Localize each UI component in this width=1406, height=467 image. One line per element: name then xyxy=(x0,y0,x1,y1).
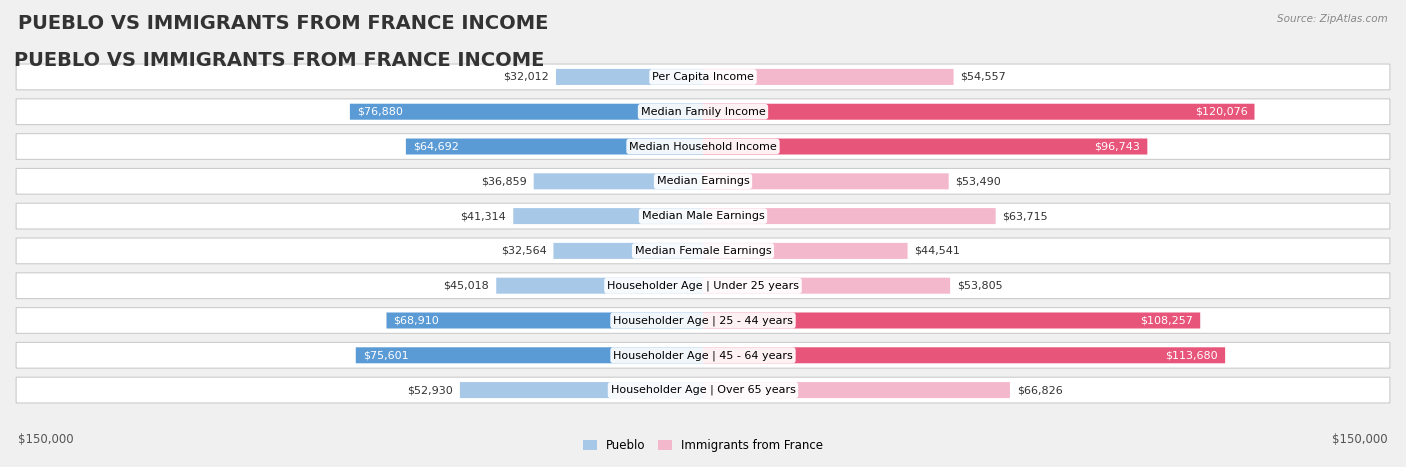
FancyBboxPatch shape xyxy=(356,347,703,363)
FancyBboxPatch shape xyxy=(703,312,1201,328)
Text: Per Capita Income: Per Capita Income xyxy=(652,72,754,82)
FancyBboxPatch shape xyxy=(387,312,703,328)
FancyBboxPatch shape xyxy=(513,208,703,224)
FancyBboxPatch shape xyxy=(703,69,953,85)
Text: $41,314: $41,314 xyxy=(461,211,506,221)
FancyBboxPatch shape xyxy=(703,139,1147,155)
Text: Householder Age | 45 - 64 years: Householder Age | 45 - 64 years xyxy=(613,350,793,361)
Text: $32,012: $32,012 xyxy=(503,72,550,82)
Text: Median Female Earnings: Median Female Earnings xyxy=(634,246,772,256)
Text: $120,076: $120,076 xyxy=(1195,107,1247,117)
Text: $45,018: $45,018 xyxy=(444,281,489,290)
Text: Median Male Earnings: Median Male Earnings xyxy=(641,211,765,221)
Text: Median Household Income: Median Household Income xyxy=(628,142,778,151)
FancyBboxPatch shape xyxy=(703,173,949,189)
FancyBboxPatch shape xyxy=(15,203,1391,229)
Text: Source: ZipAtlas.com: Source: ZipAtlas.com xyxy=(1277,14,1388,24)
FancyBboxPatch shape xyxy=(15,99,1391,125)
Text: $52,930: $52,930 xyxy=(408,385,453,395)
Text: PUEBLO VS IMMIGRANTS FROM FRANCE INCOME: PUEBLO VS IMMIGRANTS FROM FRANCE INCOME xyxy=(14,51,544,70)
FancyBboxPatch shape xyxy=(703,278,950,294)
FancyBboxPatch shape xyxy=(703,382,1010,398)
Text: PUEBLO VS IMMIGRANTS FROM FRANCE INCOME: PUEBLO VS IMMIGRANTS FROM FRANCE INCOME xyxy=(18,14,548,33)
Text: $108,257: $108,257 xyxy=(1140,316,1194,325)
Text: Median Earnings: Median Earnings xyxy=(657,177,749,186)
Text: $63,715: $63,715 xyxy=(1002,211,1047,221)
FancyBboxPatch shape xyxy=(554,243,703,259)
Legend: Pueblo, Immigrants from France: Pueblo, Immigrants from France xyxy=(578,434,828,456)
FancyBboxPatch shape xyxy=(703,208,995,224)
Text: $66,826: $66,826 xyxy=(1017,385,1063,395)
FancyBboxPatch shape xyxy=(350,104,703,120)
Text: $96,743: $96,743 xyxy=(1094,142,1140,151)
Text: $36,859: $36,859 xyxy=(481,177,527,186)
Text: $68,910: $68,910 xyxy=(394,316,439,325)
Text: $44,541: $44,541 xyxy=(914,246,960,256)
FancyBboxPatch shape xyxy=(15,134,1391,159)
Text: $113,680: $113,680 xyxy=(1166,350,1218,360)
FancyBboxPatch shape xyxy=(534,173,703,189)
FancyBboxPatch shape xyxy=(703,243,908,259)
FancyBboxPatch shape xyxy=(15,64,1391,90)
FancyBboxPatch shape xyxy=(15,169,1391,194)
FancyBboxPatch shape xyxy=(15,238,1391,264)
Text: Householder Age | 25 - 44 years: Householder Age | 25 - 44 years xyxy=(613,315,793,326)
Text: $64,692: $64,692 xyxy=(413,142,458,151)
Text: $53,490: $53,490 xyxy=(956,177,1001,186)
FancyBboxPatch shape xyxy=(406,139,703,155)
FancyBboxPatch shape xyxy=(703,104,1254,120)
Text: $150,000: $150,000 xyxy=(18,433,75,446)
Text: Median Family Income: Median Family Income xyxy=(641,107,765,117)
FancyBboxPatch shape xyxy=(15,342,1391,368)
FancyBboxPatch shape xyxy=(15,308,1391,333)
Text: $75,601: $75,601 xyxy=(363,350,408,360)
FancyBboxPatch shape xyxy=(555,69,703,85)
Text: Householder Age | Over 65 years: Householder Age | Over 65 years xyxy=(610,385,796,396)
Text: $54,557: $54,557 xyxy=(960,72,1007,82)
FancyBboxPatch shape xyxy=(15,377,1391,403)
FancyBboxPatch shape xyxy=(460,382,703,398)
Text: $76,880: $76,880 xyxy=(357,107,402,117)
FancyBboxPatch shape xyxy=(496,278,703,294)
Text: Householder Age | Under 25 years: Householder Age | Under 25 years xyxy=(607,281,799,291)
Text: $53,805: $53,805 xyxy=(957,281,1002,290)
FancyBboxPatch shape xyxy=(703,347,1225,363)
Text: $32,564: $32,564 xyxy=(501,246,547,256)
FancyBboxPatch shape xyxy=(15,273,1391,298)
Text: $150,000: $150,000 xyxy=(1331,433,1388,446)
